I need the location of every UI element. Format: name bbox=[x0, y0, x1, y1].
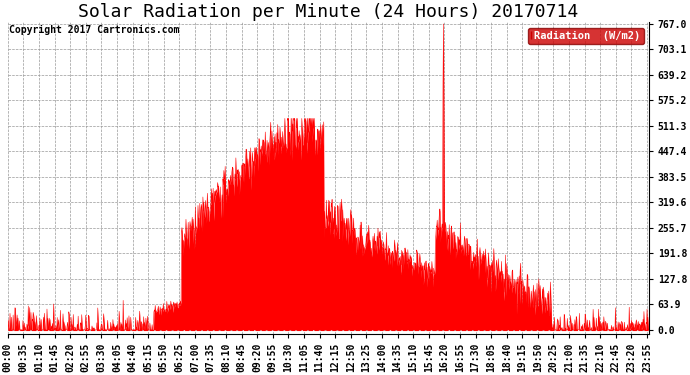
Legend: Radiation  (W/m2): Radiation (W/m2) bbox=[528, 27, 644, 44]
Text: Copyright 2017 Cartronics.com: Copyright 2017 Cartronics.com bbox=[9, 26, 179, 36]
Title: Solar Radiation per Minute (24 Hours) 20170714: Solar Radiation per Minute (24 Hours) 20… bbox=[78, 3, 578, 21]
